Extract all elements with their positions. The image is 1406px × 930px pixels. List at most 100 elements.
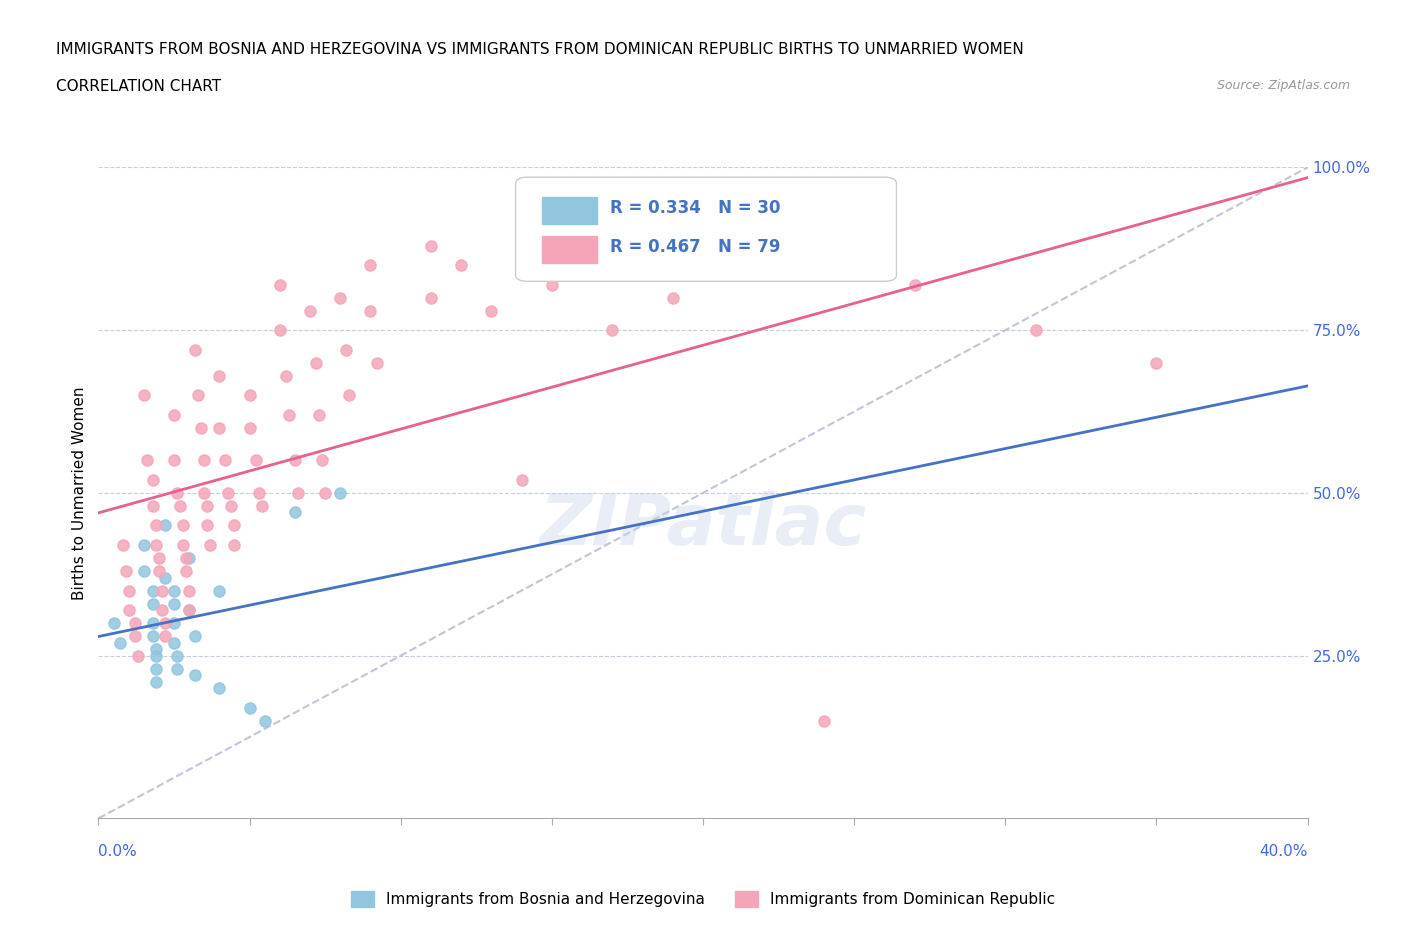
- Point: [153, 570, 176, 585]
- Point: [142, 629, 165, 644]
- Point: [179, 551, 201, 565]
- Text: IMMIGRANTS FROM BOSNIA AND HERZEGOVINA VS IMMIGRANTS FROM DOMINICAN REPUBLIC BIR: IMMIGRANTS FROM BOSNIA AND HERZEGOVINA V…: [56, 42, 1024, 57]
- Point: [195, 498, 218, 513]
- Point: [366, 355, 388, 370]
- Point: [277, 407, 299, 422]
- Point: [314, 485, 336, 500]
- Point: [163, 453, 186, 468]
- Point: [153, 616, 176, 631]
- Point: [813, 713, 835, 728]
- Point: [124, 616, 146, 631]
- Point: [150, 583, 173, 598]
- Point: [148, 564, 170, 578]
- Point: [108, 635, 131, 650]
- Point: [145, 674, 167, 689]
- Point: [145, 518, 167, 533]
- Point: [163, 635, 186, 650]
- Point: [329, 485, 352, 500]
- Point: [145, 661, 167, 676]
- Point: [224, 518, 246, 533]
- Point: [723, 258, 745, 272]
- Point: [239, 420, 262, 435]
- Point: [145, 538, 167, 552]
- Point: [163, 583, 186, 598]
- Point: [132, 388, 155, 403]
- Point: [208, 583, 231, 598]
- Point: [114, 564, 136, 578]
- Point: [904, 277, 927, 292]
- Point: [253, 713, 276, 728]
- Point: [169, 498, 191, 513]
- Point: [179, 583, 201, 598]
- Point: [335, 342, 357, 357]
- Point: [148, 551, 170, 565]
- Text: R = 0.467   N = 79: R = 0.467 N = 79: [610, 238, 780, 257]
- Point: [250, 498, 273, 513]
- Point: [195, 518, 218, 533]
- Point: [132, 538, 155, 552]
- Point: [239, 388, 262, 403]
- Point: [420, 290, 443, 305]
- Point: [153, 629, 176, 644]
- Text: 40.0%: 40.0%: [1260, 844, 1308, 859]
- Point: [245, 453, 267, 468]
- Point: [184, 342, 207, 357]
- Point: [166, 648, 188, 663]
- Point: [360, 303, 382, 318]
- Point: [150, 603, 173, 618]
- Legend: Immigrants from Bosnia and Herzegovina, Immigrants from Dominican Republic: Immigrants from Bosnia and Herzegovina, …: [344, 884, 1062, 913]
- Point: [142, 583, 165, 598]
- Point: [308, 407, 330, 422]
- Point: [269, 277, 291, 292]
- Point: [142, 498, 165, 513]
- Point: [224, 538, 246, 552]
- Point: [602, 323, 624, 338]
- Point: [239, 700, 262, 715]
- Point: [174, 551, 197, 565]
- Point: [269, 323, 291, 338]
- Text: CORRELATION CHART: CORRELATION CHART: [56, 79, 221, 94]
- Point: [329, 290, 352, 305]
- Point: [174, 564, 197, 578]
- Point: [179, 603, 201, 618]
- Point: [163, 616, 186, 631]
- Text: 0.0%: 0.0%: [98, 844, 138, 859]
- Point: [124, 629, 146, 644]
- Point: [103, 616, 125, 631]
- Point: [208, 368, 231, 383]
- Point: [200, 538, 222, 552]
- Point: [274, 368, 297, 383]
- Point: [540, 277, 562, 292]
- Point: [1144, 355, 1167, 370]
- Text: R = 0.334   N = 30: R = 0.334 N = 30: [610, 199, 780, 218]
- Point: [127, 648, 149, 663]
- Point: [193, 453, 215, 468]
- Point: [179, 603, 201, 618]
- Point: [118, 603, 141, 618]
- Point: [193, 485, 215, 500]
- Point: [287, 485, 309, 500]
- FancyBboxPatch shape: [516, 178, 897, 282]
- Point: [190, 420, 212, 435]
- Point: [299, 303, 322, 318]
- Point: [662, 290, 685, 305]
- Point: [163, 596, 186, 611]
- Point: [284, 453, 307, 468]
- Point: [142, 472, 165, 487]
- Point: [166, 485, 188, 500]
- Text: ZIPatlас: ZIPatlас: [540, 491, 866, 560]
- Point: [311, 453, 333, 468]
- Point: [132, 564, 155, 578]
- Point: [187, 388, 209, 403]
- Point: [247, 485, 270, 500]
- Y-axis label: Births to Unmarried Women: Births to Unmarried Women: [72, 386, 87, 600]
- Point: [153, 518, 176, 533]
- Bar: [543, 236, 596, 263]
- Point: [172, 538, 194, 552]
- Point: [166, 661, 188, 676]
- Point: [118, 583, 141, 598]
- Point: [481, 303, 503, 318]
- Point: [142, 596, 165, 611]
- Point: [163, 407, 186, 422]
- Point: [172, 518, 194, 533]
